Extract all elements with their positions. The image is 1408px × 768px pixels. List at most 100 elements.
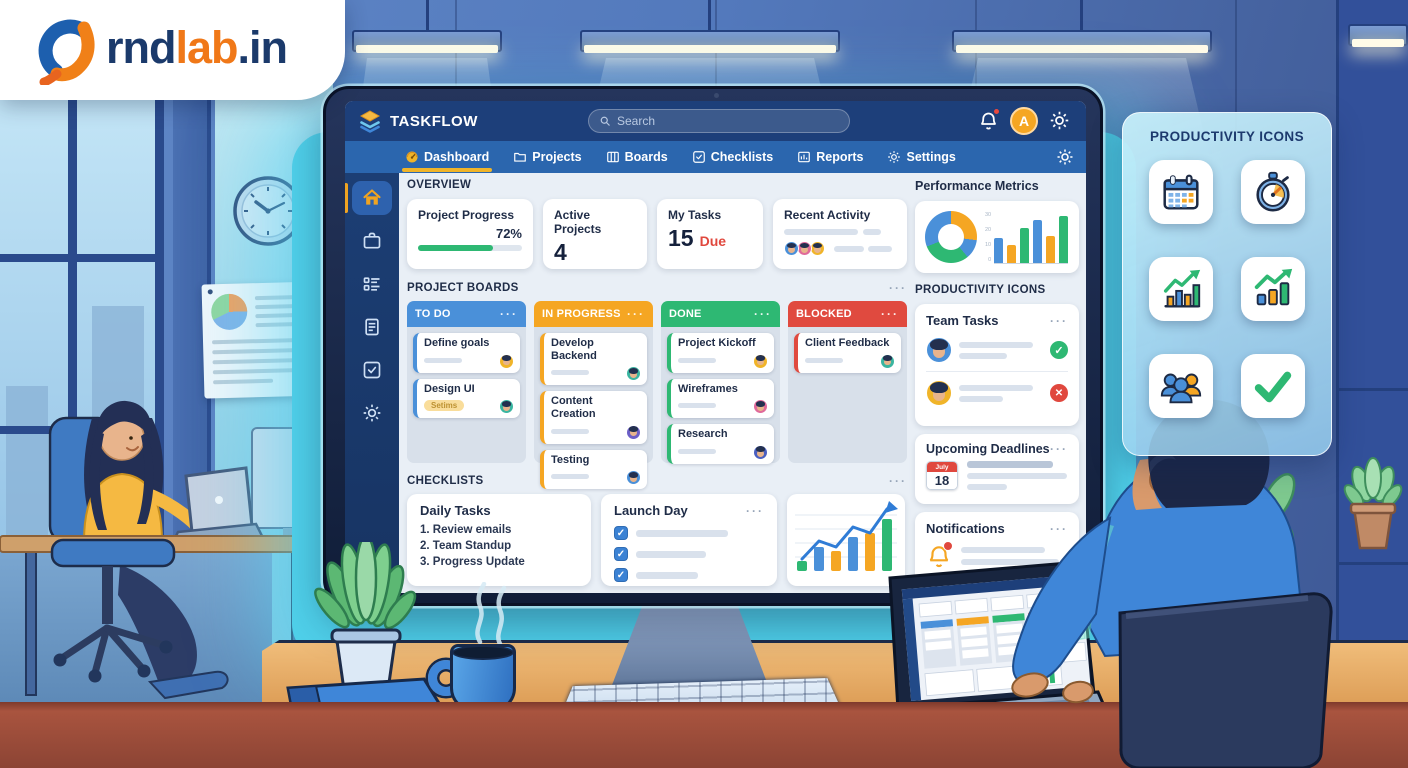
recent-activity-card[interactable]: Recent Activity bbox=[773, 199, 907, 269]
board-column-to-do: TO DO ··· Define goals Design UI Setims bbox=[407, 301, 526, 463]
sidebar-document-icon[interactable] bbox=[352, 310, 392, 344]
checklist-item[interactable]: 2. Team Standup bbox=[420, 540, 512, 552]
column-name: TO DO bbox=[415, 308, 451, 320]
column-name: IN PROGRESS bbox=[542, 308, 621, 320]
column-name: BLOCKED bbox=[796, 308, 852, 320]
panel-title: PRODUCTIVITY ICONS bbox=[1150, 129, 1304, 144]
blocked-badge: ✕ bbox=[1050, 384, 1068, 402]
growth-chart-bars-icon[interactable] bbox=[1149, 257, 1213, 321]
task-card[interactable]: Research bbox=[667, 424, 774, 464]
notifications-menu-dots[interactable]: ··· bbox=[1050, 521, 1068, 536]
tab-dashboard[interactable]: Dashboard bbox=[401, 150, 493, 172]
column-menu-dots[interactable]: ··· bbox=[754, 307, 772, 321]
task-card[interactable]: Wireframes bbox=[667, 378, 774, 419]
avatar bbox=[753, 399, 768, 415]
board-columns: TO DO ··· Define goals Design UI Setims IN PR… bbox=[407, 301, 907, 490]
launch-menu-dots[interactable]: ··· bbox=[746, 503, 764, 518]
gear-icon[interactable] bbox=[1049, 110, 1070, 131]
board-icon bbox=[606, 150, 620, 164]
my-tasks-card[interactable]: My Tasks 15 Due bbox=[657, 199, 763, 269]
wall-clock bbox=[233, 176, 303, 246]
launch-day-card[interactable]: Launch Day ··· ✓ ✓ ✓ bbox=[601, 494, 777, 586]
avatar bbox=[626, 470, 641, 486]
task-card[interactable]: Testing bbox=[540, 449, 647, 490]
card-title: Active Projects bbox=[554, 208, 602, 236]
task-card[interactable]: Design UI Setims bbox=[413, 378, 520, 419]
sidebar-kanban-icon[interactable] bbox=[352, 267, 392, 301]
column-header[interactable]: IN PROGRESS ··· bbox=[534, 301, 653, 327]
sidebar-briefcase-icon[interactable] bbox=[352, 224, 392, 258]
stopwatch-icon[interactable] bbox=[1241, 160, 1305, 224]
overview-title: OVERVIEW bbox=[407, 179, 472, 191]
tab-settings[interactable]: Settings bbox=[887, 150, 956, 164]
gear-icon[interactable] bbox=[1056, 148, 1074, 166]
potted-plant bbox=[314, 542, 417, 692]
checklist-item[interactable]: 3. Progress Update bbox=[420, 556, 525, 568]
column-header[interactable]: BLOCKED ··· bbox=[788, 301, 907, 327]
tab-checklists[interactable]: Checklists bbox=[692, 150, 774, 164]
task-tag: Setims bbox=[424, 400, 465, 412]
avatar bbox=[926, 380, 952, 406]
deadlines-menu-dots[interactable]: ··· bbox=[1050, 442, 1068, 456]
growth-chart-icon[interactable] bbox=[1241, 257, 1305, 321]
task-title: Client Feedback bbox=[805, 337, 890, 349]
upcoming-deadlines-card[interactable]: Upcoming Deadlines ··· July 18 bbox=[915, 434, 1079, 504]
bell-icon[interactable] bbox=[978, 110, 999, 131]
checkmark-icon[interactable] bbox=[1241, 354, 1305, 418]
avatar bbox=[626, 424, 641, 440]
team-menu-dots[interactable]: ··· bbox=[1050, 313, 1068, 328]
column-menu-dots[interactable]: ··· bbox=[500, 307, 518, 321]
my-tasks-value: 15 bbox=[668, 225, 694, 251]
calendar-icon[interactable] bbox=[1149, 160, 1213, 224]
card-title: Recent Activity bbox=[784, 208, 871, 222]
checkbox-checked[interactable]: ✓ bbox=[614, 568, 628, 582]
task-title: Develop Backend bbox=[551, 337, 597, 362]
checklist-item[interactable]: 1. Review emails bbox=[420, 524, 512, 536]
task-card[interactable]: Define goals bbox=[413, 333, 520, 373]
team-icon[interactable] bbox=[1149, 354, 1213, 418]
column-menu-dots[interactable]: ··· bbox=[627, 307, 645, 321]
checkbox-checked[interactable]: ✓ bbox=[614, 526, 628, 540]
productivity-panel: PRODUCTIVITY ICONS bbox=[1122, 112, 1332, 456]
tab-reports[interactable]: Reports bbox=[797, 150, 863, 164]
column-body: Project Kickoff Wireframes Research bbox=[661, 327, 780, 464]
calendar-day: 18 bbox=[927, 472, 957, 489]
column-header[interactable]: DONE ··· bbox=[661, 301, 780, 327]
task-card[interactable]: Project Kickoff bbox=[667, 333, 774, 373]
tab-label: Checklists bbox=[710, 150, 774, 164]
search-input[interactable]: Search bbox=[588, 109, 850, 133]
trend-chart-card[interactable] bbox=[787, 494, 905, 586]
active-projects-card[interactable]: Active Projects 4 bbox=[543, 199, 647, 269]
performance-metrics-card[interactable]: 30 20 10 0 bbox=[915, 201, 1079, 273]
main-content: OVERVIEW Project Progress 72% Active Pro… bbox=[407, 173, 907, 593]
task-title: Research bbox=[678, 428, 728, 441]
done-badge: ✓ bbox=[1050, 341, 1068, 359]
column-body: Define goals Design UI Setims bbox=[407, 327, 526, 463]
column-menu-dots[interactable]: ··· bbox=[881, 307, 899, 321]
metric-bar bbox=[994, 238, 1004, 263]
task-card[interactable]: Develop Backend bbox=[540, 333, 647, 386]
sidebar-home-icon[interactable] bbox=[345, 181, 392, 215]
app-sidebar bbox=[345, 173, 399, 593]
task-card[interactable]: Client Feedback bbox=[794, 333, 901, 373]
project-progress-card[interactable]: Project Progress 72% bbox=[407, 199, 533, 269]
checkbox-checked[interactable]: ✓ bbox=[614, 547, 628, 561]
column-header[interactable]: TO DO ··· bbox=[407, 301, 526, 327]
card-title: Launch Day bbox=[614, 503, 688, 518]
checklists-menu-dots[interactable]: ··· bbox=[889, 474, 907, 488]
boards-menu-dots[interactable]: ··· bbox=[889, 281, 907, 295]
due-label: Due bbox=[699, 233, 727, 249]
tab-projects[interactable]: Projects bbox=[513, 150, 582, 164]
coffee-mug bbox=[450, 644, 516, 712]
sidebar-check-square-icon[interactable] bbox=[352, 353, 392, 387]
task-card[interactable]: Content Creation bbox=[540, 391, 647, 444]
app-title: TASKFLOW bbox=[390, 113, 478, 130]
task-title: Design UI bbox=[424, 382, 475, 395]
daily-tasks-card[interactable]: Daily Tasks 1. Review emails 2. Team Sta… bbox=[407, 494, 591, 586]
user-avatar[interactable]: A bbox=[1010, 107, 1038, 135]
sidebar-gear-icon[interactable] bbox=[352, 396, 392, 430]
tab-label: Settings bbox=[906, 150, 956, 164]
tab-boards[interactable]: Boards bbox=[606, 150, 668, 164]
team-tasks-card[interactable]: Team Tasks ··· ✓ ✕ bbox=[915, 304, 1079, 426]
calendar-date-icon: July 18 bbox=[926, 461, 958, 490]
